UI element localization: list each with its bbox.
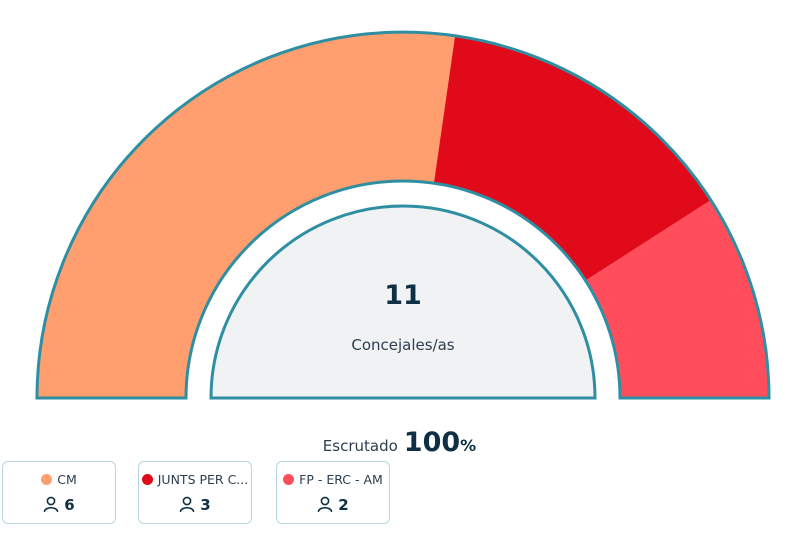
seat-slice-1[interactable] (433, 35, 711, 281)
scrutiny-value: 100 (403, 427, 461, 458)
party-name: FP - ERC - AM (299, 472, 383, 487)
party-color-dot (283, 474, 295, 485)
scrutiny-unit: % (460, 436, 477, 455)
party-seats: 3 (200, 496, 211, 514)
total-seats-value: 11 (384, 280, 422, 311)
chart-outline (35, 30, 771, 400)
center-disc (209, 204, 597, 400)
party-color-dot (41, 474, 53, 485)
party-card-cm[interactable]: CM 6 (2, 461, 116, 524)
seat-slice-2[interactable] (585, 200, 769, 398)
party-name: JUNTS PER C... (157, 472, 249, 487)
party-card-junts[interactable]: JUNTS PER C... 3 (138, 461, 252, 524)
person-icon (317, 496, 333, 516)
scrutiny-label: Escrutado (322, 437, 398, 455)
party-seats: 2 (338, 496, 349, 514)
person-icon (179, 496, 195, 516)
party-name: CM (57, 472, 77, 487)
seat-slice-0[interactable] (37, 32, 456, 398)
person-icon (43, 496, 59, 516)
party-color-dot (141, 474, 153, 485)
scrutiny-status: Escrutado 100% (0, 427, 799, 458)
party-card-fp-erc-am[interactable]: FP - ERC - AM 2 (276, 461, 390, 524)
total-seats-label: Concejales/as (351, 336, 455, 354)
party-seats: 6 (64, 496, 75, 514)
